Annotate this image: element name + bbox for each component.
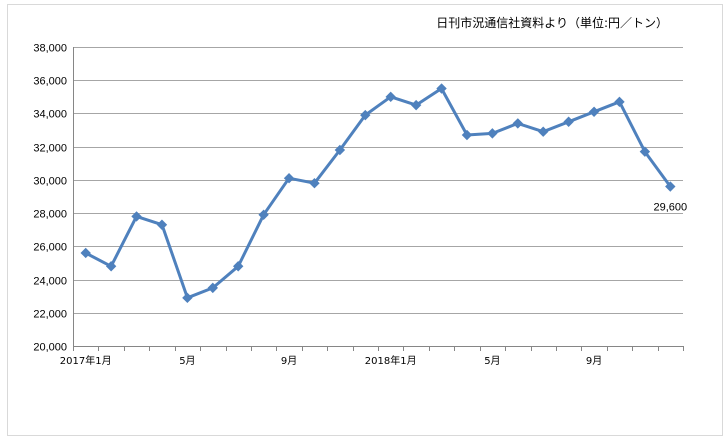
data-point-marker <box>538 126 549 137</box>
data-point-marker <box>105 261 117 272</box>
data-point-marker <box>334 144 346 156</box>
data-point-marker <box>512 118 523 129</box>
y-tick-label: 38,000 <box>33 43 67 55</box>
data-point-marker <box>309 178 320 189</box>
data-point-marker <box>410 99 422 111</box>
data-point-marker <box>614 96 625 108</box>
data-point-marker <box>639 146 651 157</box>
data-point-marker <box>563 116 574 127</box>
source-note: 日刊市況通信社資料より（単位:円／トン） <box>436 16 668 30</box>
data-point-marker <box>385 91 396 103</box>
y-tick-label: 22,000 <box>33 309 67 321</box>
data-point-marker <box>360 109 371 121</box>
data-point-marker <box>156 219 168 230</box>
x-tick-label: 9月 <box>281 355 297 367</box>
chart-frame <box>7 4 723 436</box>
data-point-marker <box>233 261 244 272</box>
data-labels: 29,600 <box>653 202 687 214</box>
data-point-marker <box>283 173 295 184</box>
data-point-marker <box>461 129 473 141</box>
x-tick-label: 9月 <box>586 355 602 367</box>
x-axis: 2017年1月 5月 9月 2018年1月 5月 9月 <box>60 47 684 367</box>
data-point-marker <box>131 211 142 222</box>
data-point-marker <box>80 247 91 259</box>
data-point-marker <box>258 209 269 220</box>
y-tick-label: 26,000 <box>33 242 67 254</box>
x-tick-label: 5月 <box>484 355 500 367</box>
x-tick-label: 2018年1月 <box>365 354 417 367</box>
data-point-marker <box>207 282 218 294</box>
y-tick-label: 24,000 <box>33 276 67 288</box>
y-axis-ticks: 20,000 22,000 24,000 26,000 28,000 30,000 32,0… <box>33 43 67 354</box>
x-tick-label: 2017年1月 <box>60 354 112 367</box>
data-point-marker <box>487 128 498 139</box>
x-tick-label: 5月 <box>179 355 195 367</box>
y-tick-label: 28,000 <box>33 209 67 221</box>
data-point-marker <box>182 292 193 304</box>
y-tick-label: 20,000 <box>33 342 67 354</box>
y-tick-label: 34,000 <box>33 109 67 121</box>
gridlines <box>73 47 683 314</box>
y-tick-label: 36,000 <box>33 76 67 88</box>
data-point-marker <box>665 181 676 192</box>
y-tick-label: 30,000 <box>33 176 67 188</box>
series <box>80 83 676 304</box>
series-line <box>85 87 672 300</box>
data-label: 29,600 <box>653 202 687 214</box>
data-point-marker <box>588 106 600 117</box>
data-point-marker <box>436 83 447 94</box>
y-tick-label: 32,000 <box>33 143 67 155</box>
